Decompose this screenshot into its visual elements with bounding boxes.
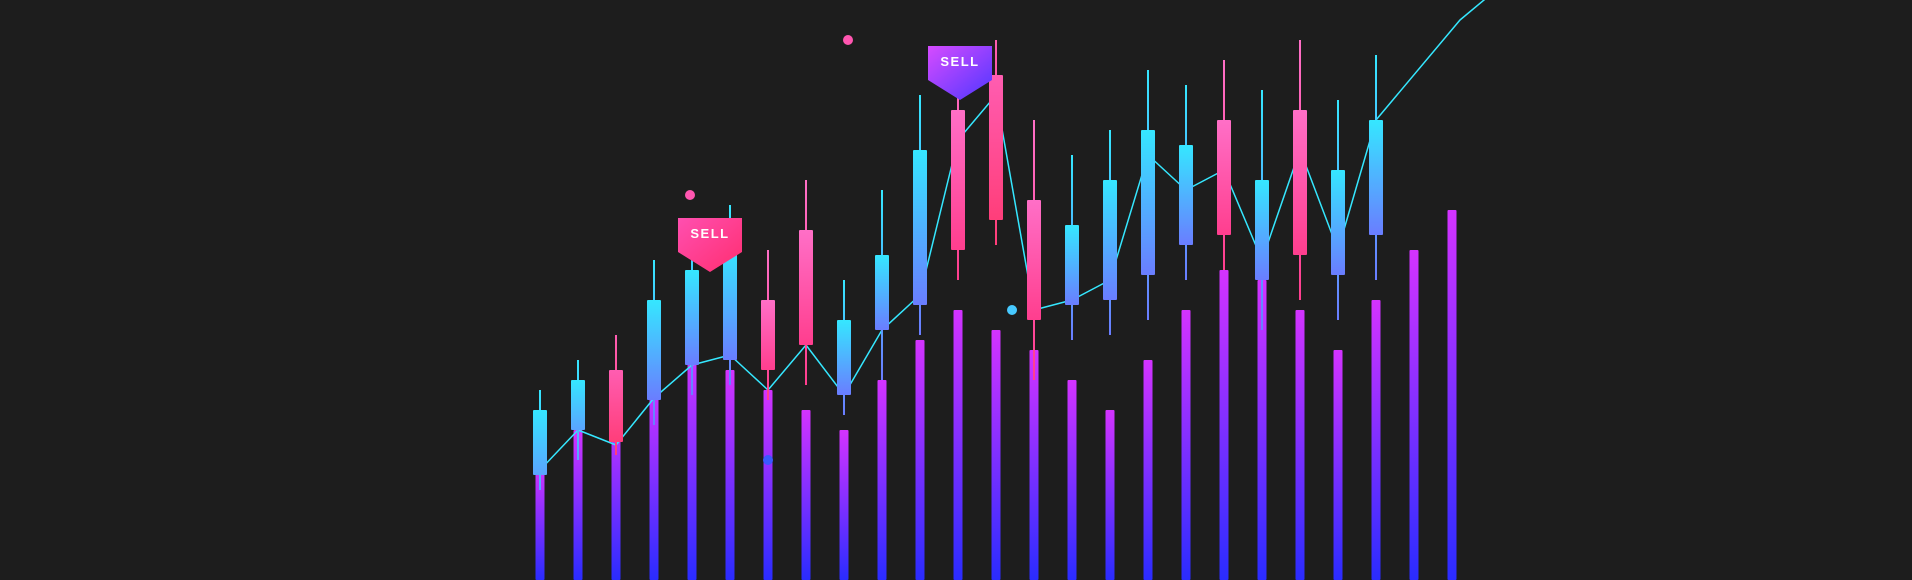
trading-chart: SELL SELL [0, 0, 1912, 580]
chart-svg [0, 0, 1912, 580]
